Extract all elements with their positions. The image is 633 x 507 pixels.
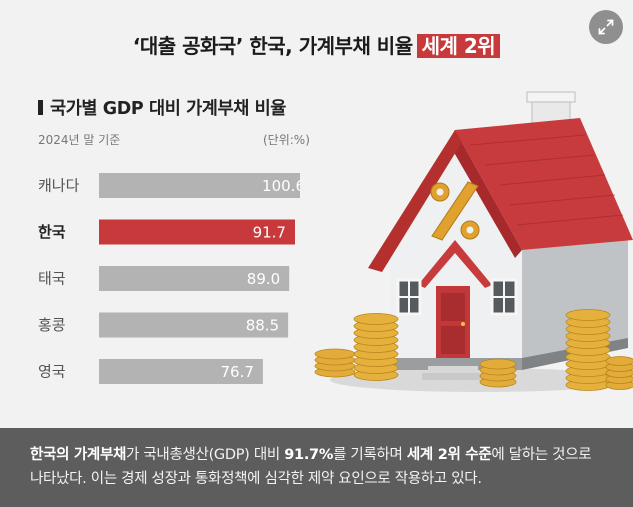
caption-bold-1: 한국의 가계부채 <box>30 447 127 463</box>
value-label: 100.6 <box>262 177 300 195</box>
house-with-coins-illustration <box>314 91 633 392</box>
bar-chart: 캐나다 100.6 한국 91.7 태국 89.0 홍콩 88.5 영국 76.7 <box>38 173 300 384</box>
category-label: 한국 <box>38 223 66 241</box>
category-label: 홍콩 <box>38 316 66 334</box>
bar <box>99 266 290 291</box>
bar <box>99 219 295 245</box>
caption-text-2: 가 국내총생산(GDP) 대비 <box>126 447 285 463</box>
caption: 한국의 가계부채가 국내총생산(GDP) 대비 91.7%를 기록하며 세계 2… <box>0 428 633 507</box>
value-label: 88.5 <box>246 317 279 335</box>
expand-icon <box>598 19 614 35</box>
headline-highlight: 세계 2위 <box>416 34 501 58</box>
caption-text-6: 에 달하는 것으로 나타났다. 이는 경제 성장과 통화정책에 심각한 제약 요… <box>30 447 592 487</box>
chart-subtitle: 2024년 말 기준 <box>38 133 121 147</box>
unit-note: (단위:%) <box>263 133 310 147</box>
value-label: 91.7 <box>253 224 286 242</box>
category-label: 영국 <box>38 363 66 381</box>
bar <box>99 359 263 384</box>
headline: ‘대출 공화국’ 한국, 가계부채 비율 세계 2위 <box>0 30 633 59</box>
headline-text: ‘대출 공화국’ 한국, 가계부채 비율 <box>132 34 413 58</box>
title-marker <box>38 100 43 115</box>
caption-bold-5: 세계 2위 수준 <box>406 447 492 463</box>
expand-button[interactable] <box>589 10 623 44</box>
bar <box>99 312 289 338</box>
chart-title-text: 국가별 GDP 대비 가계부채 비율 <box>50 99 286 119</box>
chart-title: 국가별 GDP 대비 가계부채 비율 <box>38 95 286 120</box>
category-label: 태국 <box>38 270 66 288</box>
caption-bold-3: 91.7% <box>284 447 334 463</box>
value-label: 89.0 <box>247 270 280 288</box>
category-label: 캐나다 <box>38 177 80 195</box>
bar <box>99 173 300 198</box>
value-label: 76.7 <box>221 363 254 381</box>
caption-text-4: 를 기록하며 <box>333 447 407 463</box>
